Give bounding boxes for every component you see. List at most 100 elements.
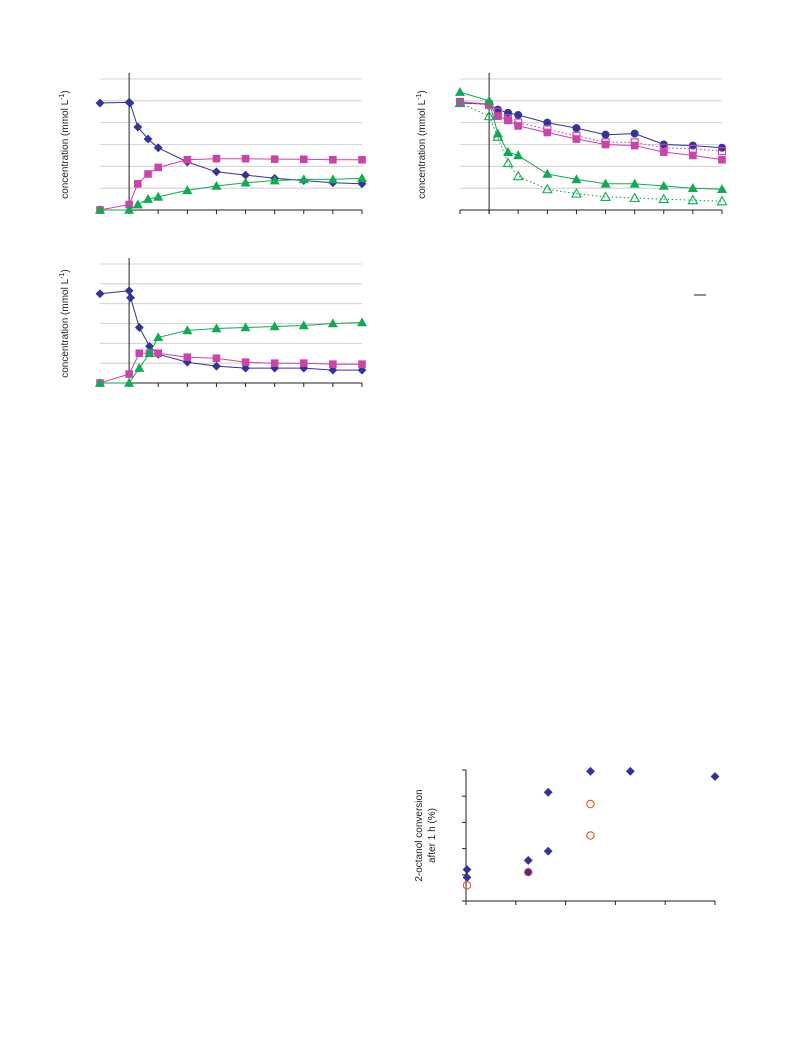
chart-bottom-right: 2-octanol conversion after 1 h (%) <box>414 766 720 905</box>
data-point-s1-1 <box>95 289 105 299</box>
y-axis-label-line2: after 1 h (%) <box>427 808 438 863</box>
data-point-s1-7 <box>586 766 595 776</box>
data-point-s1-8 <box>625 766 635 776</box>
data-point-s2-3 <box>135 349 144 358</box>
data-point-s1-8 <box>601 130 610 139</box>
data-point-s3-5 <box>153 332 164 342</box>
data-point-s3-12 <box>717 147 727 156</box>
data-point-s1-2 <box>462 865 472 874</box>
data-point-s2-3 <box>586 831 595 840</box>
data-point-s1-9 <box>241 363 250 373</box>
data-point-s1-13 <box>357 365 367 375</box>
data-point-s2-8 <box>241 358 250 366</box>
data-point-s4-12 <box>716 184 728 194</box>
data-point-s2-12 <box>358 155 366 164</box>
data-point-s1-7 <box>572 124 581 133</box>
data-point-s3-7 <box>572 131 581 140</box>
data-point-s2-10 <box>659 148 668 156</box>
data-point-s4-1 <box>454 86 466 96</box>
data-point-s5-8 <box>600 191 611 201</box>
data-point-s3-11 <box>327 174 338 184</box>
data-point-s1-4 <box>504 108 513 117</box>
data-point-s5-12 <box>716 195 728 206</box>
data-point-s4-6 <box>542 168 553 178</box>
data-point-s2-4 <box>144 170 152 178</box>
data-point-s1-6 <box>543 787 553 797</box>
data-point-s2-5 <box>154 349 163 358</box>
data-point-s2-6 <box>183 353 192 362</box>
data-point-s4-10 <box>658 180 669 190</box>
data-point-s2-9 <box>270 359 279 367</box>
y-axis-label-suffix: ) <box>60 269 71 272</box>
data-point-s1-1 <box>95 98 105 108</box>
data-point-s1-5 <box>143 134 153 144</box>
data-point-s3-9 <box>269 175 280 185</box>
y-axis-label-text: concentration (mmol L <box>417 99 428 198</box>
data-point-s5-11 <box>687 194 699 205</box>
data-point-s2-7 <box>212 154 221 163</box>
series-line-3 <box>459 101 723 152</box>
chart-top-left: concentration (mmol L-1) <box>59 73 368 214</box>
data-point-s4-2 <box>484 95 495 105</box>
y-axis-label-text: concentration (mmol L <box>60 278 71 377</box>
data-point-s2-6 <box>183 155 192 164</box>
data-point-s2-7 <box>212 354 221 363</box>
data-point-s5-1 <box>454 97 466 108</box>
data-point-s5-3 <box>492 131 504 141</box>
data-point-s2-10 <box>299 359 308 367</box>
data-point-s3-9 <box>630 138 639 147</box>
data-point-s3-10 <box>298 174 309 184</box>
data-point-s1-9 <box>630 129 639 138</box>
y-axis-label-superscript: -1 <box>59 93 66 99</box>
data-point-s3-10 <box>298 320 309 330</box>
data-point-s2-4 <box>586 799 595 809</box>
data-point-s5-4 <box>502 157 514 168</box>
data-point-s2-11 <box>329 360 337 368</box>
data-point-s3-7 <box>211 180 222 190</box>
data-point-s3-5 <box>514 118 523 127</box>
series-line-5 <box>459 102 723 202</box>
data-point-s3-4 <box>503 114 513 123</box>
data-point-s1-8 <box>212 361 221 371</box>
data-point-s2-5 <box>154 163 163 172</box>
data-point-s1-6 <box>153 143 163 153</box>
y-axis-label: concentration (mmol L-1) <box>59 269 71 378</box>
data-point-s1-4 <box>134 323 144 332</box>
data-point-s3-2 <box>124 204 135 214</box>
data-point-s1-8 <box>212 167 221 177</box>
data-point-s3-4 <box>143 193 154 203</box>
data-point-s3-6 <box>182 185 193 195</box>
data-point-s5-9 <box>629 192 641 203</box>
data-point-s3-6 <box>543 125 552 134</box>
data-point-s4-8 <box>600 178 611 188</box>
data-point-s3-5 <box>153 191 164 201</box>
data-point-s3-4 <box>144 348 155 358</box>
data-point-s3-6 <box>182 325 193 335</box>
data-point-s4-5 <box>513 150 524 160</box>
y-axis-label-superscript: -1 <box>59 272 66 278</box>
data-point-s5-7 <box>571 188 582 198</box>
data-point-s3-12 <box>356 173 368 183</box>
y-axis-label-suffix: ) <box>60 90 71 93</box>
data-point-s3-3 <box>493 107 502 116</box>
data-point-s3-12 <box>356 317 368 327</box>
data-point-s3-8 <box>601 138 610 147</box>
data-point-s5-5 <box>512 170 524 181</box>
series-line-4 <box>459 91 723 190</box>
data-point-s3-8 <box>240 177 251 187</box>
y-axis-label: 2-octanol conversion <box>414 789 425 881</box>
data-point-s3-11 <box>327 318 338 328</box>
data-point-s1-6 <box>543 118 552 127</box>
data-point-s2-2 <box>125 370 133 378</box>
data-point-s3-3 <box>132 199 143 209</box>
data-point-s2-3 <box>494 112 502 120</box>
data-point-s4-11 <box>687 183 698 192</box>
data-point-s1-5 <box>514 111 523 120</box>
data-point-s2-9 <box>270 155 279 163</box>
data-point-s2-8 <box>241 154 250 163</box>
data-point-s3-2 <box>124 377 135 387</box>
data-point-s2-11 <box>689 151 697 160</box>
data-point-s3-1 <box>94 377 106 387</box>
data-point-s3-7 <box>211 323 222 333</box>
data-point-s1-2 <box>124 286 134 296</box>
